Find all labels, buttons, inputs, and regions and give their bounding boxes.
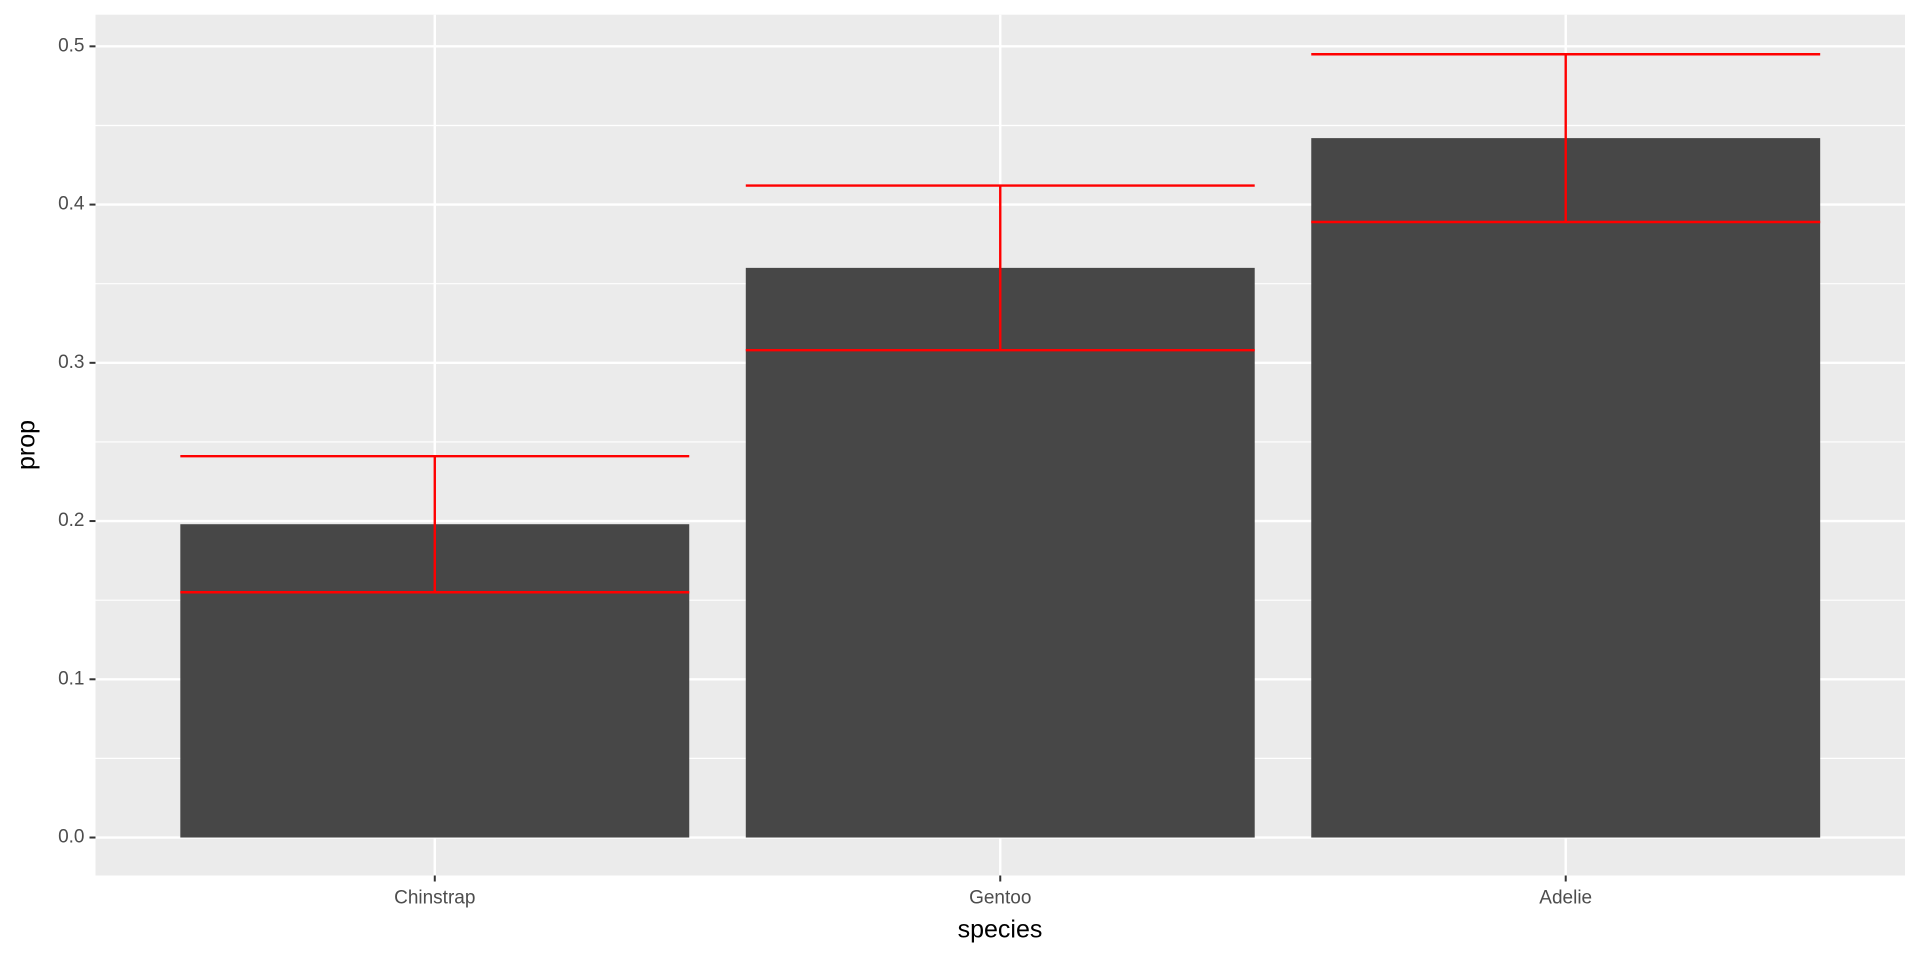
error-bar bbox=[180, 454, 690, 594]
y-tick-label: 0.2 bbox=[58, 510, 84, 531]
x-tick-label: Chinstrap bbox=[394, 888, 475, 909]
y-tick-label: 0.4 bbox=[58, 194, 85, 215]
bar bbox=[1311, 138, 1821, 838]
bar bbox=[745, 267, 1255, 838]
y-tick-label: 0.5 bbox=[58, 35, 84, 56]
x-tick-label: Adelie bbox=[1539, 888, 1592, 909]
y-tick-label: 0.0 bbox=[58, 827, 84, 848]
y-axis-title: prop bbox=[13, 420, 41, 470]
x-axis-title: species bbox=[958, 916, 1043, 944]
y-tick-label: 0.3 bbox=[58, 352, 84, 373]
y-tick-label: 0.1 bbox=[58, 668, 84, 689]
error-bar bbox=[1311, 53, 1821, 224]
error-bar bbox=[745, 184, 1255, 352]
x-tick-label: Gentoo bbox=[969, 888, 1031, 909]
